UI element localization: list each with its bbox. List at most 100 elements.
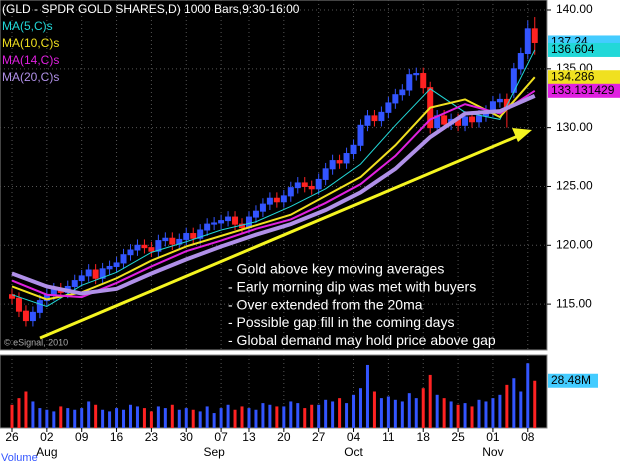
candle-body <box>343 153 350 164</box>
candle-body <box>211 222 218 225</box>
candle-body <box>252 210 259 218</box>
volume-bar <box>498 394 502 428</box>
volume-bar <box>31 401 35 428</box>
value-box <box>548 373 598 388</box>
annotation: - Early morning dip was met with buyers <box>228 279 476 295</box>
annotation: - Possible gap fill in the coming days <box>228 314 454 330</box>
volume-bar <box>526 363 530 428</box>
volume-bar <box>198 411 202 428</box>
volume-bar <box>66 408 70 428</box>
candle-body <box>496 98 503 103</box>
volume-bar <box>282 406 286 428</box>
candle-body <box>531 28 538 43</box>
candle-body <box>106 265 113 270</box>
volume-bar <box>345 403 349 428</box>
month-label: Nov <box>482 445 503 459</box>
volume-bar <box>177 409 181 428</box>
volume-bar <box>421 388 425 428</box>
candle-body <box>71 280 78 287</box>
volume-bar <box>94 404 98 428</box>
volume-bar <box>149 411 153 428</box>
candle-body <box>294 182 301 189</box>
volume-bar <box>372 391 376 428</box>
candle-body <box>162 237 169 242</box>
volume-bar <box>379 398 383 428</box>
value-box <box>548 42 620 57</box>
candle-body <box>399 89 406 96</box>
volume-bar <box>10 404 14 428</box>
volume-title: Volume <box>1 452 38 462</box>
x-tick-label: 18 <box>417 430 431 444</box>
ma-line <box>11 94 536 296</box>
x-tick-label: 27 <box>312 430 326 444</box>
volume-bar <box>191 409 195 428</box>
month-label: Aug <box>36 445 57 459</box>
volume-bar <box>365 364 369 428</box>
volume-bar <box>17 398 21 428</box>
y-tick-label: 130.00 <box>556 120 593 134</box>
volume-bar <box>184 408 188 428</box>
volume-bar <box>128 404 132 428</box>
candle-body <box>134 244 141 251</box>
value-label: 134.286 <box>551 69 595 83</box>
volume-bar <box>400 401 404 428</box>
candle-body <box>322 168 329 180</box>
candle-body <box>329 160 336 170</box>
volume-bar <box>449 401 453 428</box>
candle-body <box>183 233 190 240</box>
volume-bar <box>73 409 77 428</box>
candle-body <box>378 111 385 122</box>
y-tick-label: 140.00 <box>556 2 593 16</box>
candle-body <box>357 124 364 146</box>
candle-body <box>469 116 476 123</box>
overlay: - Gold above key moving averages - Early … <box>39 128 532 348</box>
volume-bar <box>505 384 509 428</box>
candle-body <box>190 233 197 239</box>
value-box <box>548 83 620 98</box>
annotation: - Global demand may hold price above gap <box>228 332 496 348</box>
volume-bar <box>428 374 432 428</box>
volume-bar <box>80 408 84 428</box>
volume-bar <box>296 403 300 428</box>
value-label: 136.604 <box>551 42 595 56</box>
volume-bar <box>289 401 293 428</box>
candle-body <box>204 223 211 231</box>
candle-body <box>78 275 85 282</box>
volume-bar <box>24 391 28 428</box>
value-box <box>548 70 620 85</box>
x-tick-label: 01 <box>486 430 500 444</box>
x-tick-label: 09 <box>75 430 89 444</box>
volume-bar <box>219 408 223 428</box>
candle-body <box>120 254 127 264</box>
x-tick-label: 08 <box>521 430 535 444</box>
volume-bar <box>338 398 342 428</box>
candle-body <box>113 262 120 267</box>
candle-body <box>406 74 413 91</box>
volume-bar <box>115 408 119 428</box>
candle-body <box>148 247 155 252</box>
volume-bar <box>303 408 307 428</box>
volume-bar <box>268 404 272 428</box>
x-tick-label: 23 <box>145 430 159 444</box>
x-tick-label: 20 <box>277 430 291 444</box>
candle-body <box>392 94 399 104</box>
volume-bar <box>414 398 418 428</box>
candle-body <box>127 249 134 256</box>
candle-body <box>36 300 43 313</box>
legend-label: MA(5,C)s <box>2 19 53 33</box>
trend-arrow <box>39 134 519 340</box>
volume-bar <box>519 391 523 428</box>
candle-body <box>517 53 524 70</box>
volume-bar <box>512 378 516 428</box>
candle-body <box>475 115 482 123</box>
volume-bar <box>233 409 237 428</box>
candle-body <box>350 144 357 155</box>
month-label: Oct <box>344 445 363 459</box>
candle-body <box>315 178 322 190</box>
volume-bar <box>87 401 91 428</box>
volume-bar <box>533 380 537 428</box>
candle-body <box>364 115 371 126</box>
volume-bar <box>470 406 474 428</box>
volume-bar <box>240 406 244 428</box>
